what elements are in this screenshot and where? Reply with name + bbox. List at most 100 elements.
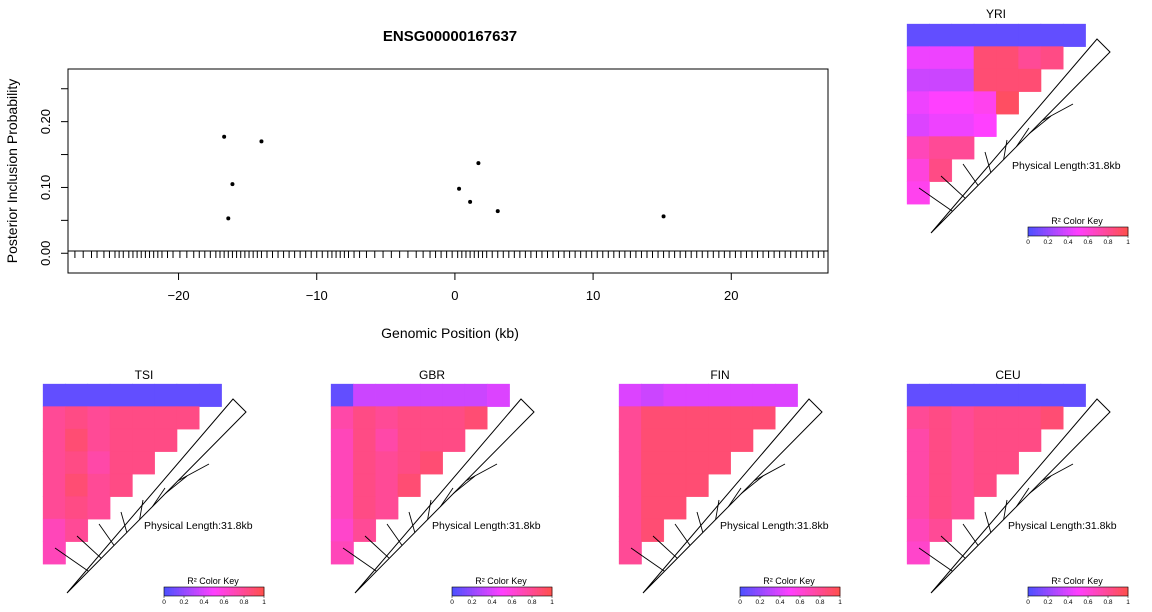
key-swatch: [1030, 227, 1034, 236]
key-swatch: [770, 587, 773, 596]
y-axis-label: Posterior Inclusion Probability: [4, 79, 20, 263]
key-swatch: [251, 587, 255, 596]
key-tick-label: 1: [838, 599, 842, 606]
ld-cells: [618, 383, 798, 565]
ld-cell: [973, 406, 997, 430]
ld-cell: [906, 473, 930, 497]
key-swatch: [830, 587, 833, 596]
ld-cell: [1018, 428, 1042, 452]
ld-cell: [752, 383, 776, 407]
ld-cell: [330, 473, 354, 497]
key-swatch: [1085, 587, 1089, 596]
snp-line: [1003, 499, 1008, 520]
ld-cell: [65, 451, 89, 475]
snp-line: [54, 547, 89, 572]
key-swatch: [1113, 587, 1116, 596]
ld-cell: [109, 428, 133, 452]
key-swatch: [810, 587, 813, 596]
ld-cell: [906, 23, 930, 47]
ld-cell: [973, 23, 997, 47]
ld-cell: [464, 383, 488, 407]
key-tick-label: 0.4: [775, 599, 784, 606]
key-swatch: [815, 587, 818, 596]
ld-heatmap-ceu: CEU Physical Length:31.8kb R² Color Key …: [906, 368, 1130, 606]
key-swatch: [216, 587, 220, 596]
ld-cell: [42, 406, 66, 430]
key-swatch: [1075, 587, 1079, 596]
key-swatch: [507, 587, 510, 596]
key-swatch: [817, 587, 821, 596]
snp-line: [342, 547, 377, 572]
ld-cell: [906, 136, 930, 160]
key-swatch: [256, 587, 260, 596]
key-swatch: [1093, 587, 1096, 596]
ld-cell: [929, 518, 953, 542]
key-swatch: [522, 587, 525, 596]
ld-cell: [996, 406, 1019, 430]
key-swatch: [1060, 227, 1064, 236]
heatmap-title: FIN: [710, 368, 729, 382]
key-swatch: [1068, 227, 1071, 236]
ld-cell: [375, 451, 399, 475]
ld-cell: [420, 406, 443, 430]
key-swatch: [1063, 587, 1066, 596]
key-swatch: [1065, 227, 1069, 236]
key-swatch: [1078, 587, 1081, 596]
color-key-title: R² Color Key: [187, 576, 239, 586]
key-swatch: [1080, 227, 1084, 236]
ld-cell: [641, 496, 665, 520]
key-swatch: [752, 587, 756, 596]
key-swatch: [211, 587, 215, 596]
ld-cell: [618, 383, 642, 407]
r2-color-key: 0 0.2 0.4 0.6 0.8 1: [450, 586, 554, 606]
key-swatch: [1095, 587, 1099, 596]
key-swatch: [797, 587, 801, 596]
snp-line: [918, 547, 953, 572]
key-swatch: [1113, 227, 1116, 236]
ld-cell: [951, 113, 975, 137]
key-tick-label: 0.8: [815, 599, 824, 606]
key-swatch: [1048, 587, 1051, 596]
ld-cell: [685, 473, 709, 497]
key-swatch: [820, 587, 823, 596]
ld-cell: [906, 496, 930, 520]
physical-length-triangle: [66, 398, 247, 594]
x-tick-label: 10: [586, 288, 600, 303]
ld-cell: [929, 23, 953, 47]
ld-cell: [353, 406, 377, 430]
key-swatch: [1108, 227, 1111, 236]
snp-line: [715, 499, 720, 520]
key-swatch: [479, 587, 483, 596]
key-swatch: [805, 587, 808, 596]
ld-cell: [1018, 383, 1042, 407]
ld-cell: [929, 158, 953, 182]
y-tick-label: 0.20: [38, 109, 53, 134]
ld-cell: [442, 428, 466, 452]
key-swatch: [1105, 227, 1109, 236]
snp-line: [139, 499, 144, 520]
key-swatch: [474, 587, 478, 596]
key-swatch: [1078, 227, 1081, 236]
key-tick-label: 1: [550, 599, 554, 606]
key-swatch: [742, 587, 746, 596]
ld-cell: [330, 406, 354, 430]
ld-cell: [906, 383, 930, 407]
key-swatch: [1100, 227, 1104, 236]
x-axis-label: Genomic Position (kb): [381, 325, 519, 341]
ld-cell: [154, 428, 178, 452]
key-swatch: [524, 587, 528, 596]
key-swatch: [166, 587, 170, 596]
key-swatch: [249, 587, 252, 596]
chart-title: ENSG00000167637: [383, 28, 517, 45]
key-swatch: [745, 587, 748, 596]
key-swatch: [261, 587, 265, 596]
ld-cell: [906, 68, 930, 92]
pip-scatter-plot: ENSG00000167637 Genomic Position (kb) Po…: [4, 28, 829, 341]
ld-cell: [973, 91, 997, 115]
key-swatch: [1048, 227, 1051, 236]
ld-cell: [951, 91, 975, 115]
snp-line: [940, 175, 966, 199]
key-swatch: [519, 587, 523, 596]
key-swatch: [1053, 587, 1056, 596]
key-swatch: [514, 587, 518, 596]
